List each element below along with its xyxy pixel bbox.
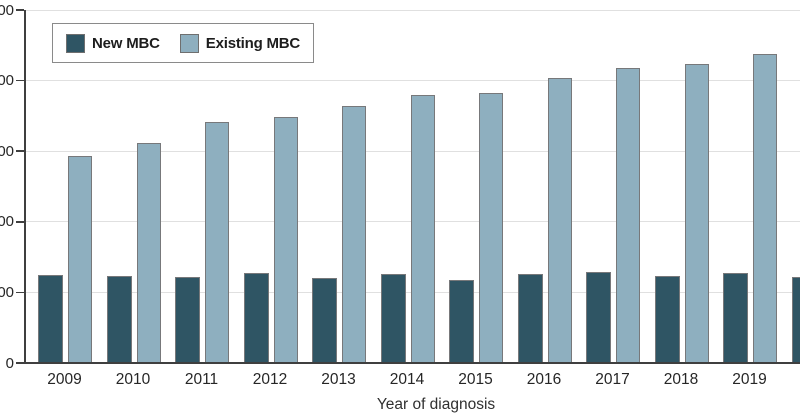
x-axis-tick-label: 2018 [663,371,699,388]
y-axis-tick-label: 00 [0,1,14,19]
y-axis-tick-label: 00 [0,283,14,301]
bar-new-mbc-2012 [243,273,269,363]
bar-new-mbc-2019 [723,273,748,363]
x-axis-tick-label: 2014 [389,371,425,388]
x-axis-tick-label: 2011 [184,371,219,388]
y-axis-line [24,10,26,364]
bar-existing-mbc-2011 [205,122,229,363]
y-axis-tick-label: 00 [0,72,14,90]
legend-label-existing-mbc: Existing MBC [205,34,301,52]
x-axis-tick-label: 2019 [732,371,767,388]
legend-item-existing-mbc: Existing MBC [179,33,301,53]
x-axis-tick-label: 2016 [526,371,562,388]
legend-swatch-new-mbc [66,33,85,53]
x-axis-tick-label: 2010 [115,371,151,388]
bar-existing-mbc-2016 [547,77,572,363]
y-axis-tick [16,221,24,223]
bar-new-mbc-2017 [586,271,611,363]
bar-existing-mbc-2018 [684,64,709,363]
bar-existing-mbc-2010 [136,142,161,363]
y-axis-tick-label: 00 [0,213,14,231]
legend-item-new-mbc: New MBC [66,33,160,53]
bar-new-mbc-2010 [106,276,132,363]
bar-new-mbc-2011 [175,276,200,363]
legend: New MBC Existing MBC [52,23,315,63]
bar-existing-mbc-2019 [753,53,777,363]
y-gridline [24,80,800,82]
bar-existing-mbc-2012 [273,117,298,363]
bar-existing-mbc-2009 [68,156,92,363]
legend-label-new-mbc: New MBC [92,34,160,52]
bar-existing-mbc-2015 [479,93,503,363]
x-axis-tick-label: 2017 [595,371,630,388]
bar-existing-mbc-2013 [342,106,366,363]
bar-existing-mbc-2014 [410,94,435,363]
legend-swatch-existing-mbc [179,33,199,53]
y-axis-tick-label: 00 [0,142,14,160]
bar-new-mbc-2013 [312,278,337,363]
y-axis-tick [16,9,24,11]
bar-new-mbc-2014 [380,274,406,363]
x-axis-tick-label: 2009 [47,371,82,388]
bar-existing-mbc-2017 [616,67,640,363]
x-axis-line [24,362,800,364]
x-axis-tick-label: 2015 [458,371,493,388]
y-axis-tick [16,150,24,152]
bar-new-mbc-2018 [654,276,680,363]
bar-new-mbc-partial [791,276,800,363]
y-axis-tick [16,362,24,364]
y-axis-tick [16,291,24,294]
x-axis-tick-label: 2012 [252,371,288,388]
bar-new-mbc-2016 [517,274,543,363]
y-axis-tick-label: 0 [5,354,14,372]
y-gridline [24,9,800,11]
x-axis-title: Year of diagnosis [376,396,496,413]
x-axis-tick-label: 2013 [321,371,356,388]
y-axis-tick [16,79,24,82]
bar-new-mbc-2015 [449,279,474,363]
bar-new-mbc-2009 [38,274,63,363]
